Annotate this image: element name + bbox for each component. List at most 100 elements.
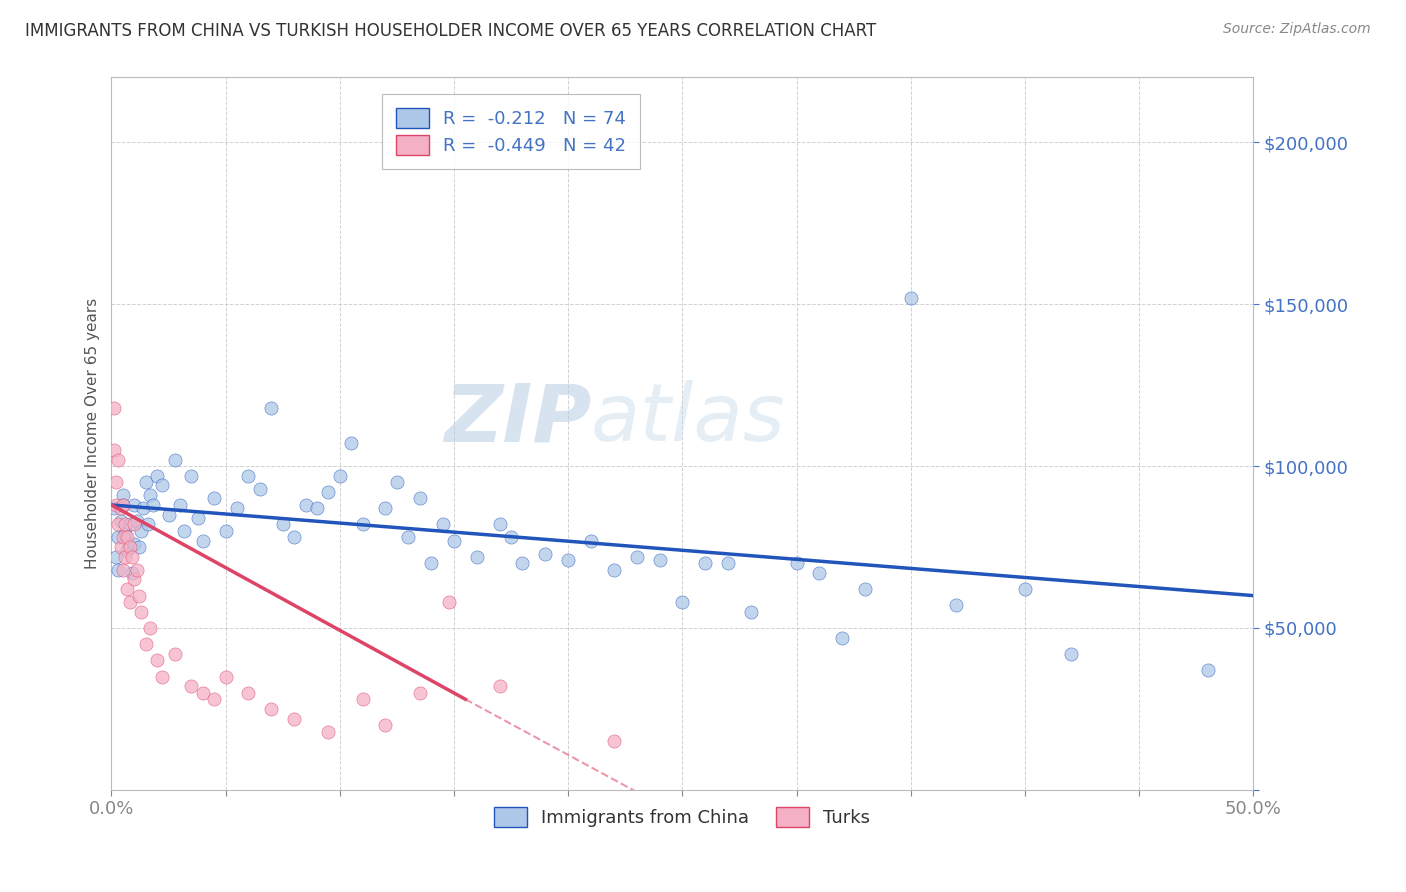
- Point: [139, 488, 162, 502]
- Point: [626, 549, 648, 564]
- Point: [122, 517, 145, 532]
- Point: [305, 501, 328, 516]
- Point: [128, 540, 150, 554]
- Point: [579, 533, 602, 548]
- Point: [409, 686, 432, 700]
- Point: [808, 566, 831, 580]
- Point: [118, 517, 141, 532]
- Point: [111, 498, 134, 512]
- Point: [420, 556, 443, 570]
- Point: [260, 401, 283, 415]
- Point: [260, 702, 283, 716]
- Point: [374, 501, 396, 516]
- Point: [191, 686, 214, 700]
- Point: [352, 692, 374, 706]
- Point: [169, 498, 191, 512]
- Point: [1197, 663, 1219, 677]
- Point: [1014, 582, 1036, 596]
- Point: [717, 556, 740, 570]
- Point: [104, 549, 127, 564]
- Point: [499, 530, 522, 544]
- Point: [187, 511, 209, 525]
- Point: [385, 475, 408, 490]
- Point: [534, 547, 557, 561]
- Text: IMMIGRANTS FROM CHINA VS TURKISH HOUSEHOLDER INCOME OVER 65 YEARS CORRELATION CH: IMMIGRANTS FROM CHINA VS TURKISH HOUSEHO…: [25, 22, 876, 40]
- Point: [396, 530, 419, 544]
- Point: [107, 452, 129, 467]
- Point: [135, 475, 157, 490]
- Point: [271, 517, 294, 532]
- Point: [238, 686, 260, 700]
- Point: [107, 530, 129, 544]
- Text: atlas: atlas: [591, 380, 786, 458]
- Point: [114, 527, 136, 541]
- Point: [146, 653, 169, 667]
- Point: [671, 595, 693, 609]
- Legend: Immigrants from China, Turks: Immigrants from China, Turks: [486, 800, 877, 834]
- Point: [465, 549, 488, 564]
- Point: [111, 563, 134, 577]
- Point: [352, 517, 374, 532]
- Point: [226, 501, 249, 516]
- Point: [150, 478, 173, 492]
- Point: [135, 637, 157, 651]
- Point: [122, 573, 145, 587]
- Point: [111, 530, 134, 544]
- Point: [157, 508, 180, 522]
- Point: [214, 524, 236, 538]
- Point: [136, 517, 159, 532]
- Point: [122, 537, 145, 551]
- Point: [129, 605, 152, 619]
- Point: [283, 530, 305, 544]
- Point: [103, 501, 125, 516]
- Point: [238, 468, 260, 483]
- Point: [125, 563, 148, 577]
- Point: [740, 605, 762, 619]
- Point: [117, 582, 139, 596]
- Point: [318, 485, 340, 500]
- Point: [121, 549, 143, 564]
- Point: [107, 517, 129, 532]
- Point: [432, 517, 454, 532]
- Point: [104, 475, 127, 490]
- Point: [111, 488, 134, 502]
- Point: [128, 589, 150, 603]
- Point: [150, 669, 173, 683]
- Point: [294, 498, 316, 512]
- Point: [945, 599, 967, 613]
- Point: [329, 468, 352, 483]
- Point: [831, 631, 853, 645]
- Point: [118, 540, 141, 554]
- Point: [117, 543, 139, 558]
- Point: [111, 498, 134, 512]
- Point: [557, 553, 579, 567]
- Point: [103, 442, 125, 457]
- Point: [1059, 647, 1081, 661]
- Point: [374, 718, 396, 732]
- Point: [249, 482, 271, 496]
- Point: [439, 595, 461, 609]
- Point: [122, 498, 145, 512]
- Point: [173, 524, 195, 538]
- Point: [214, 669, 236, 683]
- Point: [110, 540, 132, 554]
- Text: Source: ZipAtlas.com: Source: ZipAtlas.com: [1223, 22, 1371, 37]
- Point: [110, 501, 132, 516]
- Point: [132, 501, 155, 516]
- Point: [603, 563, 626, 577]
- Point: [180, 468, 202, 483]
- Point: [107, 563, 129, 577]
- Point: [121, 566, 143, 580]
- Point: [146, 468, 169, 483]
- Point: [202, 692, 225, 706]
- Text: ZIP: ZIP: [444, 380, 591, 458]
- Point: [104, 498, 127, 512]
- Point: [103, 401, 125, 415]
- Point: [695, 556, 717, 570]
- Point: [443, 533, 465, 548]
- Point: [202, 491, 225, 506]
- Point: [786, 556, 808, 570]
- Point: [283, 712, 305, 726]
- Point: [139, 621, 162, 635]
- Y-axis label: Householder Income Over 65 years: Householder Income Over 65 years: [86, 298, 100, 569]
